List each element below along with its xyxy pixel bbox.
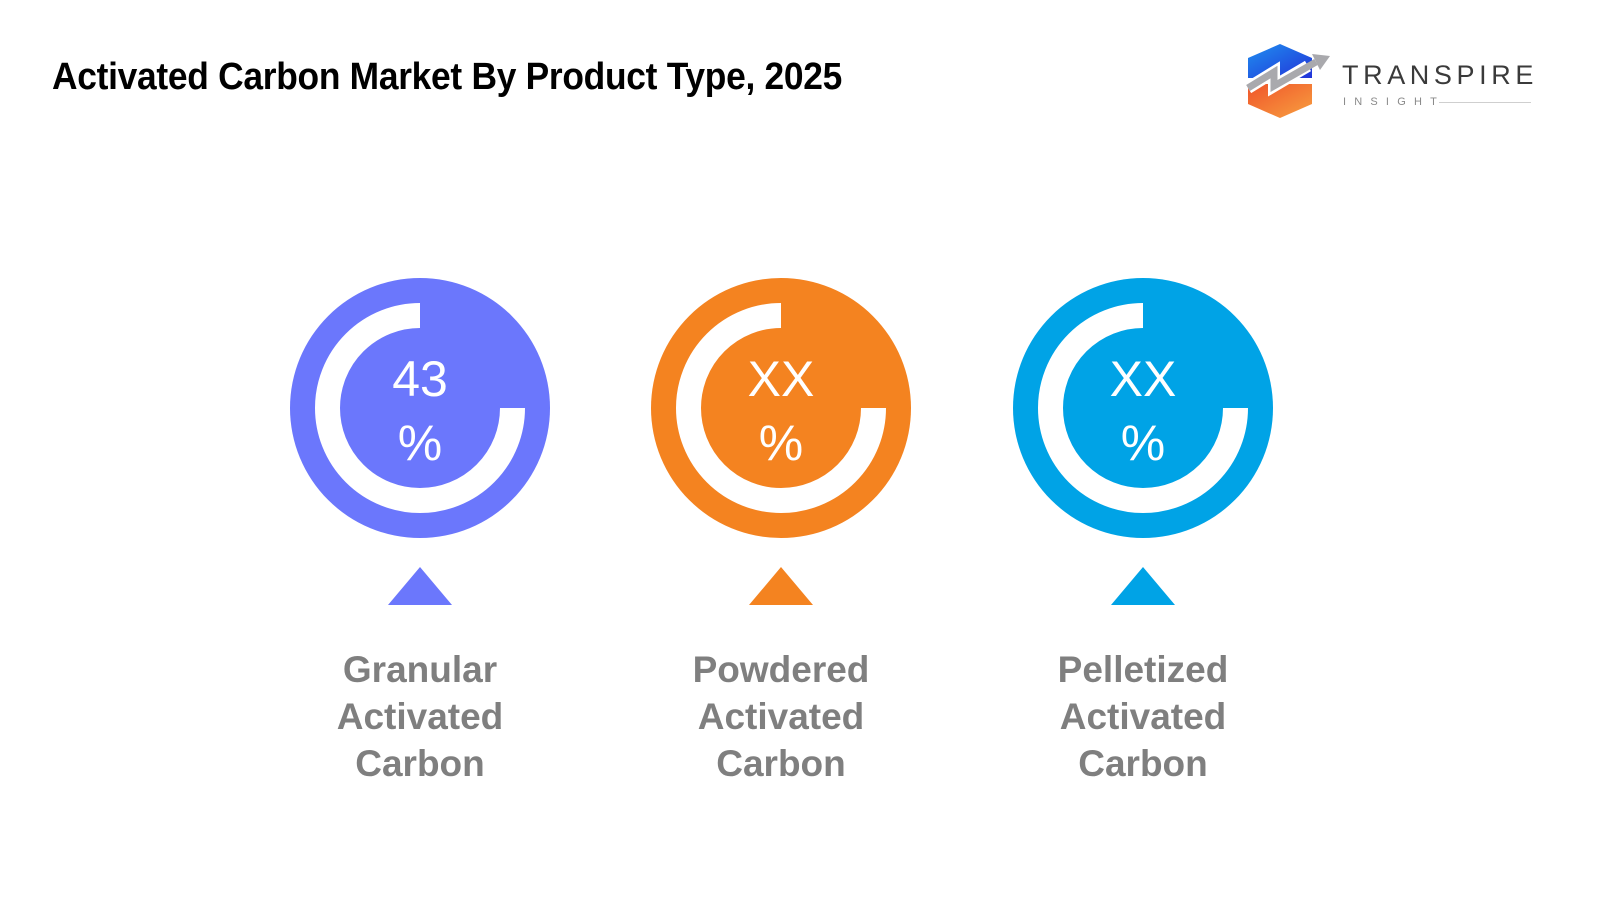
segment-label-line: Carbon — [1078, 743, 1208, 784]
donut-granular — [290, 278, 550, 538]
segment-card-powdered: XX % Powdered Activated Carbon — [651, 278, 911, 798]
segment-label: Pelletized Activated Carbon — [973, 646, 1313, 787]
triangle-pointer-icon — [388, 567, 452, 605]
logo-tagline: INSIGHT — [1343, 96, 1446, 108]
donut-powdered — [651, 278, 911, 538]
brand-logo: TRANSPIRE INSIGHT — [1246, 44, 1546, 118]
donut-pelletized — [1013, 278, 1273, 538]
segment-label-line: Powdered — [692, 649, 870, 690]
segment-label-line: Activated — [1059, 696, 1227, 737]
segment-unit: % — [397, 415, 443, 471]
logo-divider — [1439, 102, 1531, 103]
segment-label-line: Carbon — [355, 743, 485, 784]
transpire-hexagon-arrow-icon — [1246, 44, 1330, 118]
page-title: Activated Carbon Market By Product Type,… — [52, 56, 843, 98]
segment-value: XX — [1109, 351, 1177, 407]
segment-label-line: Activated — [697, 696, 865, 737]
segment-label-line: Activated — [336, 696, 504, 737]
segment-unit: % — [758, 415, 804, 471]
segment-label: Powdered Activated Carbon — [611, 646, 951, 787]
segment-label-line: Granular — [342, 649, 498, 690]
segment-label-line: Pelletized — [1057, 649, 1229, 690]
segment-value: 43 — [392, 351, 448, 407]
segment-card-granular: 43 % Granular Activated Carbon — [290, 278, 550, 798]
logo-name: TRANSPIRE — [1342, 60, 1538, 90]
segment-unit: % — [1120, 415, 1166, 471]
segment-label: Granular Activated Carbon — [250, 646, 590, 787]
triangle-pointer-icon — [749, 567, 813, 605]
segment-label-line: Carbon — [716, 743, 846, 784]
segment-value: XX — [747, 351, 815, 407]
segment-card-pelletized: XX % Pelletized Activated Carbon — [1013, 278, 1273, 798]
triangle-pointer-icon — [1111, 567, 1175, 605]
